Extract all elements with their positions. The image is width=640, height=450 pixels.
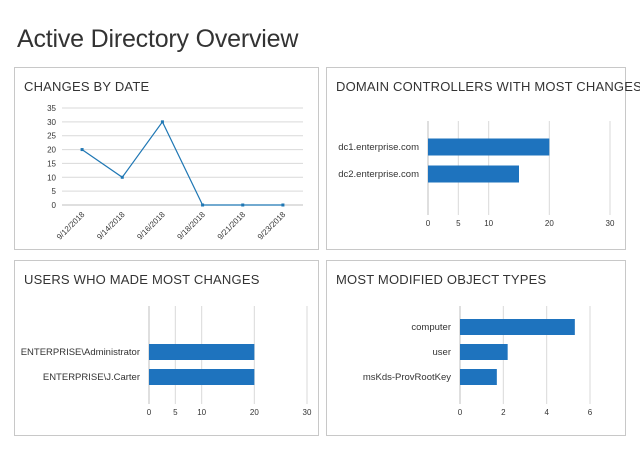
- category-label: user: [433, 347, 451, 358]
- x-tick-label: 9/12/2018: [55, 210, 87, 242]
- x-tick-label: 5: [173, 408, 178, 417]
- x-tick-label: 9/21/2018: [216, 210, 248, 242]
- x-tick-label: 9/16/2018: [135, 210, 167, 242]
- data-point: [201, 203, 205, 207]
- y-tick-label: 20: [47, 146, 56, 155]
- x-tick-label: 9/23/2018: [256, 210, 288, 242]
- object-types-panel: MOST MODIFIED OBJECT TYPES 0 2 4 6 computer u…: [326, 260, 626, 436]
- y-tick-label: 0: [52, 201, 57, 210]
- bar: [428, 138, 550, 156]
- x-tick-label: 0: [147, 408, 152, 417]
- object-types-chart: 0 2 4 6 computer user msKds-ProvRootKey: [363, 306, 593, 417]
- data-point: [281, 203, 285, 207]
- x-tick-label: 9/18/2018: [175, 210, 207, 242]
- x-tick-label: 10: [484, 219, 493, 228]
- users-most-changes-title: USERS WHO MADE MOST CHANGES: [24, 272, 260, 287]
- category-label: dc1.enterprise.com: [338, 142, 419, 153]
- y-tick-label: 10: [47, 173, 56, 182]
- x-tick-label: 9/14/2018: [95, 210, 127, 242]
- changes-by-date-panel: CHANGES BY DATE 0 5 10 15 20 25 30 35 9/12/2018 9…: [14, 67, 319, 250]
- x-tick-label: 0: [426, 219, 431, 228]
- x-tick-label: 0: [458, 408, 463, 417]
- users-most-changes-panel: USERS WHO MADE MOST CHANGES 0 5 10 20 30 ENTE…: [14, 260, 319, 436]
- changes-by-date-chart: 0 5 10 15 20 25 30 35 9/12/2018 9/14/2018 9/16/201…: [47, 104, 303, 242]
- y-tick-label: 25: [47, 132, 56, 141]
- x-tick-label: 10: [197, 408, 206, 417]
- bar: [460, 344, 508, 360]
- x-tick-label: 30: [606, 219, 615, 228]
- x-tick-label: 20: [545, 219, 554, 228]
- x-tick-label: 20: [250, 408, 259, 417]
- bar: [149, 344, 255, 360]
- bar: [460, 319, 575, 335]
- category-label: ENTERPRISE\Administrator: [21, 347, 140, 358]
- x-tick-label: 2: [501, 408, 506, 417]
- users-most-changes-chart: 0 5 10 20 30 ENTERPRISE\Administrator ENTERPRI…: [21, 306, 312, 417]
- y-tick-label: 35: [47, 104, 56, 113]
- domain-controllers-panel: DOMAIN CONTROLLERS WITH MOST CHANGES 0 5 1…: [326, 67, 640, 250]
- bar: [149, 369, 255, 385]
- category-label: ENTERPRISE\J.Carter: [43, 372, 140, 383]
- data-point: [160, 120, 164, 124]
- page-title: Active Directory Overview: [17, 25, 299, 53]
- domain-controllers-chart: 0 5 10 20 30 dc1.enterprise.com dc2.enterprise…: [338, 121, 615, 228]
- y-tick-label: 15: [47, 159, 56, 168]
- changes-by-date-title: CHANGES BY DATE: [24, 79, 150, 94]
- category-label: dc2.enterprise.com: [338, 169, 419, 180]
- x-tick-label: 4: [544, 408, 549, 417]
- data-point: [241, 203, 245, 207]
- bar: [428, 165, 519, 183]
- x-tick-label: 6: [588, 408, 593, 417]
- x-tick-label: 5: [456, 219, 461, 228]
- series-line: [81, 120, 283, 206]
- category-label: msKds-ProvRootKey: [363, 372, 451, 383]
- object-types-title: MOST MODIFIED OBJECT TYPES: [336, 272, 547, 287]
- domain-controllers-title: DOMAIN CONTROLLERS WITH MOST CHANGES: [336, 79, 640, 94]
- data-point: [120, 175, 124, 179]
- y-tick-label: 30: [47, 118, 56, 127]
- bar: [460, 369, 497, 385]
- y-tick-label: 5: [52, 187, 57, 196]
- category-label: computer: [411, 322, 451, 333]
- x-tick-label: 30: [303, 408, 312, 417]
- data-point: [80, 148, 84, 152]
